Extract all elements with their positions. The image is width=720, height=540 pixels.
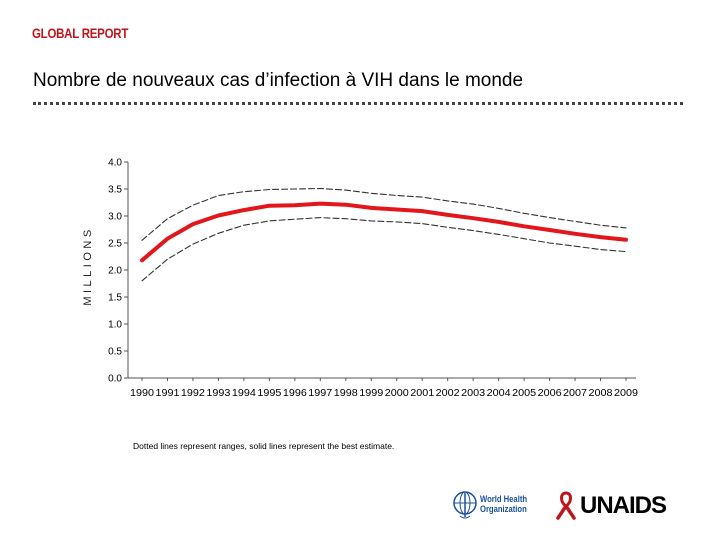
x-tick-label: 2000 (385, 388, 409, 399)
who-logo-text: World Health Organization (480, 494, 527, 514)
y-tick-label: 1.5 (108, 293, 122, 304)
y-tick-label: 3.0 (108, 212, 122, 223)
x-tick-label: 1997 (308, 388, 332, 399)
y-tick-label: 2.0 (108, 266, 122, 277)
y-tick-label: 1.0 (108, 320, 122, 331)
x-tick-label: 1990 (130, 388, 154, 399)
x-tick-label: 2003 (461, 388, 485, 399)
x-tick-label: 1999 (359, 388, 383, 399)
y-tick-label: 0.5 (108, 347, 122, 358)
title-divider (33, 102, 683, 105)
who-line-1: World Health (480, 494, 528, 504)
x-tick-label: 1995 (257, 388, 281, 399)
x-tick-label: 1991 (155, 388, 179, 399)
x-tick-label: 2002 (436, 388, 460, 399)
y-tick-label: 3.5 (108, 185, 122, 196)
y-tick-label: 2.5 (108, 239, 122, 250)
who-emblem-icon (453, 491, 477, 519)
x-tick-label: 2008 (589, 388, 613, 399)
x-tick-label: 2004 (487, 388, 511, 399)
x-tick-label: 2009 (614, 388, 638, 399)
x-tick-label: 2006 (538, 388, 562, 399)
series-line-best-estimate (140, 201, 628, 263)
x-tick-label: 1992 (181, 388, 205, 399)
chart-note: Dotted lines represent ranges, solid lin… (133, 441, 395, 451)
x-tick-label: 1994 (232, 388, 256, 399)
x-tick-label: 1998 (334, 388, 358, 399)
x-tick-label: 2007 (563, 388, 587, 399)
brand-title: GLOBAL REPORT (32, 25, 129, 41)
unaids-logo: UNAIDS (554, 490, 694, 522)
series-line-upper-range (141, 187, 627, 241)
chart-title: Nombre de nouveaux cas d’infection à VIH… (33, 70, 524, 91)
red-ribbon-icon (556, 491, 576, 520)
x-tick-label: 2005 (512, 388, 536, 399)
unaids-logo-text: UNAIDS (580, 492, 667, 519)
y-tick-label: 0.0 (108, 374, 122, 385)
series-line-lower-range (141, 217, 627, 282)
x-tick-label: 2001 (410, 388, 434, 399)
x-tick-label: 1993 (206, 388, 230, 399)
y-tick-label: 4.0 (108, 158, 122, 169)
who-logo: World Health Organization (452, 490, 532, 522)
x-tick-label: 1996 (283, 388, 307, 399)
who-line-2: Organization (480, 504, 527, 514)
